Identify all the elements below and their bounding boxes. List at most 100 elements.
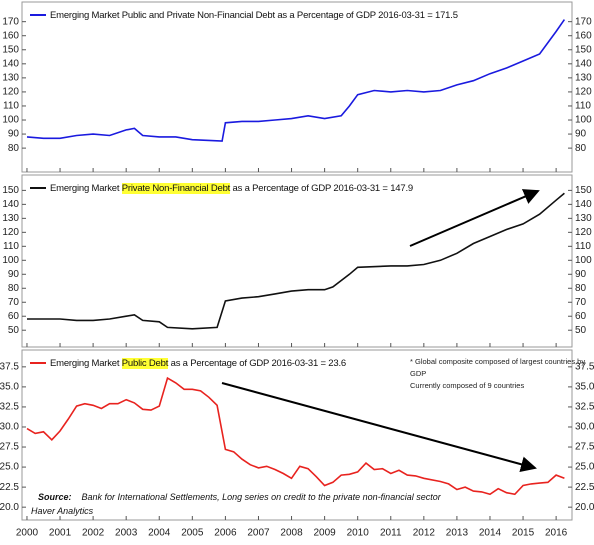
y-tick-label: 60 xyxy=(575,311,587,322)
x-tick-label: 2006 xyxy=(214,528,237,539)
y-tick-label: 80 xyxy=(8,143,20,154)
y-tick-label: 90 xyxy=(8,269,20,280)
y-tick-label: 30.0 xyxy=(575,422,594,433)
highlight: Public Debt xyxy=(121,358,169,369)
y-tick-label: 20.0 xyxy=(575,502,594,513)
x-tick-label: 2013 xyxy=(446,528,469,539)
y-tick-label: 25.0 xyxy=(0,462,19,473)
y-tick-label: 70 xyxy=(575,297,587,308)
x-tick-label: 2000 xyxy=(16,528,39,539)
x-tick-label: 2004 xyxy=(148,528,171,539)
y-tick-label: 120 xyxy=(575,87,592,98)
y-tick-label: 150 xyxy=(575,185,592,196)
y-tick-label: 22.5 xyxy=(575,482,594,493)
y-tick-label: 150 xyxy=(575,44,592,55)
y-tick-label: 120 xyxy=(2,227,19,238)
panel-frame xyxy=(21,349,573,521)
y-tick-label: 90 xyxy=(575,129,587,140)
y-tick-label: 140 xyxy=(2,199,19,210)
y-tick-label: 30.0 xyxy=(0,422,19,433)
source: Source: Bank for International Settlement… xyxy=(31,490,441,518)
y-tick-label: 35.0 xyxy=(0,382,19,393)
footnote: * Global composite composed of largest c… xyxy=(410,356,594,392)
x-tick-label: 2014 xyxy=(479,528,502,539)
y-tick-label: 22.5 xyxy=(0,482,19,493)
y-tick-label: 130 xyxy=(575,213,592,224)
source-label: Source: xyxy=(38,492,72,502)
source-line: Haver Analytics xyxy=(31,506,94,516)
chart-title: Emerging Market Public Debt as a Percent… xyxy=(50,358,346,369)
y-tick-label: 90 xyxy=(8,129,20,140)
legend-swatch xyxy=(30,187,46,190)
y-tick-label: 170 xyxy=(575,16,592,27)
y-tick-label: 130 xyxy=(575,73,592,84)
x-tick-label: 2010 xyxy=(347,528,370,539)
legend-swatch xyxy=(30,362,46,365)
legend-marker: Emerging Market Public Debt as a Percent… xyxy=(30,358,346,369)
chart-title: Emerging Market Public and Private Non-F… xyxy=(50,10,458,21)
x-tick-label: 2005 xyxy=(181,528,204,539)
y-tick-label: 100 xyxy=(575,255,592,266)
y-tick-label: 110 xyxy=(3,241,19,252)
y-tick-label: 160 xyxy=(575,30,592,41)
y-tick-label: 27.5 xyxy=(0,442,19,453)
data-line xyxy=(26,376,565,496)
y-tick-label: 170 xyxy=(2,16,19,27)
x-tick-label: 2003 xyxy=(115,528,138,539)
y-tick-label: 150 xyxy=(2,44,19,55)
x-tick-label: 2001 xyxy=(49,528,72,539)
y-tick-label: 32.5 xyxy=(575,402,594,413)
y-tick-label: 80 xyxy=(575,283,587,294)
y-tick-label: 32.5 xyxy=(0,402,19,413)
y-tick-label: 130 xyxy=(2,73,19,84)
y-tick-label: 140 xyxy=(575,58,592,69)
y-tick-label: 37.5 xyxy=(575,361,594,372)
x-tick-label: 2002 xyxy=(82,528,105,539)
x-tick-label: 2016 xyxy=(545,528,568,539)
y-tick-label: 37.5 xyxy=(0,361,19,372)
y-tick-label: 100 xyxy=(575,115,592,126)
y-tick-label: 120 xyxy=(2,87,19,98)
footnote-line: * Global composite composed of largest c… xyxy=(410,357,586,378)
data-line xyxy=(26,19,566,142)
y-tick-label: 100 xyxy=(2,115,19,126)
y-tick-label: 110 xyxy=(3,101,19,112)
data-line xyxy=(27,192,565,330)
x-tick-label: 2009 xyxy=(313,528,336,539)
y-tick-label: 35.0 xyxy=(575,382,594,393)
y-tick-label: 25.0 xyxy=(575,462,594,473)
legend-marker: Emerging Market Private Non-Financial De… xyxy=(30,183,413,194)
y-tick-label: 140 xyxy=(575,199,592,210)
x-tick-label: 2008 xyxy=(280,528,303,539)
legend-swatch xyxy=(30,14,46,17)
y-tick-label: 150 xyxy=(2,185,19,196)
y-tick-label: 160 xyxy=(2,30,19,41)
y-tick-label: 100 xyxy=(2,255,19,266)
y-tick-label: 110 xyxy=(575,101,591,112)
y-tick-label: 27.5 xyxy=(575,442,594,453)
x-tick-label: 2007 xyxy=(247,528,270,539)
y-tick-label: 130 xyxy=(2,213,19,224)
y-tick-label: 110 xyxy=(575,241,591,252)
y-tick-label: 80 xyxy=(575,143,587,154)
y-tick-label: 50 xyxy=(575,325,587,336)
y-tick-label: 20.0 xyxy=(0,502,19,513)
x-tick-label: 2015 xyxy=(512,528,535,539)
y-tick-label: 90 xyxy=(575,269,587,280)
legend-marker: Emerging Market Public and Private Non-F… xyxy=(30,10,458,21)
panel-frame xyxy=(21,1,573,173)
x-tick-label: 2011 xyxy=(380,528,402,539)
chart-title: Emerging Market Private Non-Financial De… xyxy=(50,183,413,194)
y-tick-label: 70 xyxy=(8,297,20,308)
y-tick-label: 120 xyxy=(575,227,592,238)
source-line: Bank for International Settlements, Long… xyxy=(81,492,441,502)
footnote-line: Currently composed of 9 countries xyxy=(410,381,525,390)
y-tick-label: 60 xyxy=(8,311,20,322)
panel-frame xyxy=(21,174,573,348)
y-tick-label: 50 xyxy=(8,325,20,336)
y-tick-label: 140 xyxy=(2,58,19,69)
y-tick-label: 80 xyxy=(8,283,20,294)
x-tick-label: 2012 xyxy=(413,528,436,539)
